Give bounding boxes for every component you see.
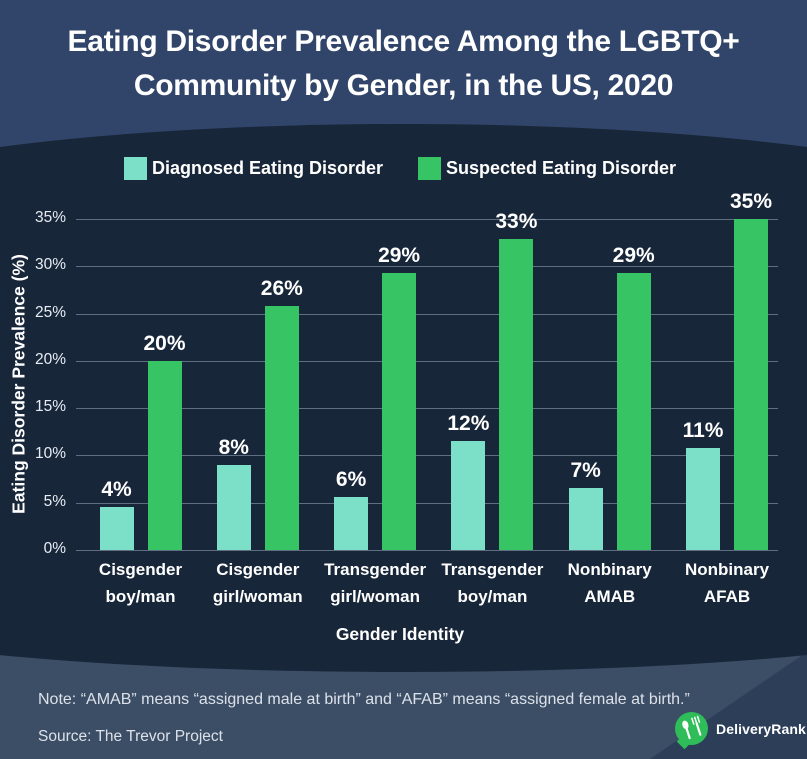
legend-label-suspected: Suspected Eating Disorder (446, 158, 677, 178)
page-title: Eating Disorder Prevalence Among the LGB… (0, 20, 807, 108)
bar-suspected-transgender-girl-woman (382, 273, 417, 550)
legend-swatch-suspected (418, 157, 441, 180)
bar-value-label: 6% (335, 468, 367, 491)
gridline-30% (76, 266, 778, 267)
fork-spoon-icon (682, 715, 702, 740)
x-category-label: Cisgender boy/man (98, 560, 183, 606)
bar-diagnosed-nonbinary-afab (686, 448, 720, 550)
y-axis-title: Eating Disorder Prevalence (%) (8, 254, 29, 514)
bar-value-label: 8% (218, 436, 249, 459)
bar-diagnosed-cisgender-girl-woman (216, 465, 251, 550)
y-tick-label: 10% (34, 445, 66, 462)
bar-diagnosed-transgender-girl-woman (334, 497, 369, 550)
bar-suspected-cisgender-boy-man (147, 361, 182, 550)
brand-name: DeliveryRank (716, 721, 806, 737)
cutlery-pin-icon (675, 712, 708, 745)
bar-value-label: 33% (495, 210, 538, 233)
gridline-15% (76, 408, 778, 409)
bar-value-label: 35% (729, 190, 773, 213)
gridline-25% (76, 314, 778, 315)
y-tick-label: 0% (43, 540, 66, 557)
bar-diagnosed-nonbinary-amab (568, 488, 603, 550)
footnote: Note: “AMAB” means “assigned male at bir… (38, 691, 690, 708)
x-axis-title: Gender Identity (335, 624, 465, 644)
y-tick-label: 15% (34, 398, 66, 415)
bar-value-label: 11% (682, 419, 724, 442)
bar-diagnosed-transgender-boy-man (451, 441, 486, 550)
y-tick-label: 5% (43, 493, 66, 510)
gridline-5% (76, 503, 778, 504)
legend-swatch-diagnosed (124, 157, 147, 180)
bar-value-label: 12% (447, 412, 490, 435)
brand-logo: DeliveryRank (675, 710, 806, 752)
bar-suspected-nonbinary-amab (616, 273, 651, 550)
x-category-label: Transgender girl/woman (324, 560, 427, 606)
bar-value-label: 29% (378, 244, 421, 267)
y-tick-label: 35% (34, 209, 66, 226)
page-title-line1: Eating Disorder Prevalence Among the LGB… (67, 25, 740, 58)
bar-value-label: 29% (612, 244, 655, 267)
bar-suspected-cisgender-girl-woman (264, 306, 299, 550)
gridline-35% (76, 219, 778, 220)
x-category-label: Transgender boy/man (441, 560, 544, 606)
chart-legend: Diagnosed Eating Disorder Suspected Eati… (0, 157, 807, 181)
bar-diagnosed-cisgender-boy-man (99, 507, 134, 550)
bar-value-label: 7% (570, 459, 601, 482)
bar-suspected-nonbinary-afab (734, 219, 768, 550)
y-tick-label: 30% (34, 256, 66, 273)
bar-value-label: 20% (143, 332, 186, 355)
gridline-10% (76, 455, 778, 456)
page-title-line2: Community by Gender, in the US, 2020 (133, 69, 674, 102)
source-credit: Source: The Trevor Project (38, 728, 223, 745)
bar-suspected-transgender-boy-man (499, 239, 534, 550)
gridline-20% (76, 361, 778, 362)
bar-value-label: 26% (260, 277, 303, 300)
x-category-label: Nonbinary AMAB (567, 560, 652, 606)
x-category-label: Cisgender girl/woman (212, 560, 303, 606)
legend-label-diagnosed: Diagnosed Eating Disorder (152, 158, 384, 178)
y-tick-label: 20% (34, 351, 66, 368)
y-tick-label: 25% (34, 304, 66, 321)
x-category-label: Nonbinary AFAB (684, 560, 770, 606)
bar-value-label: 4% (101, 478, 132, 501)
gridline-0% (76, 550, 778, 551)
